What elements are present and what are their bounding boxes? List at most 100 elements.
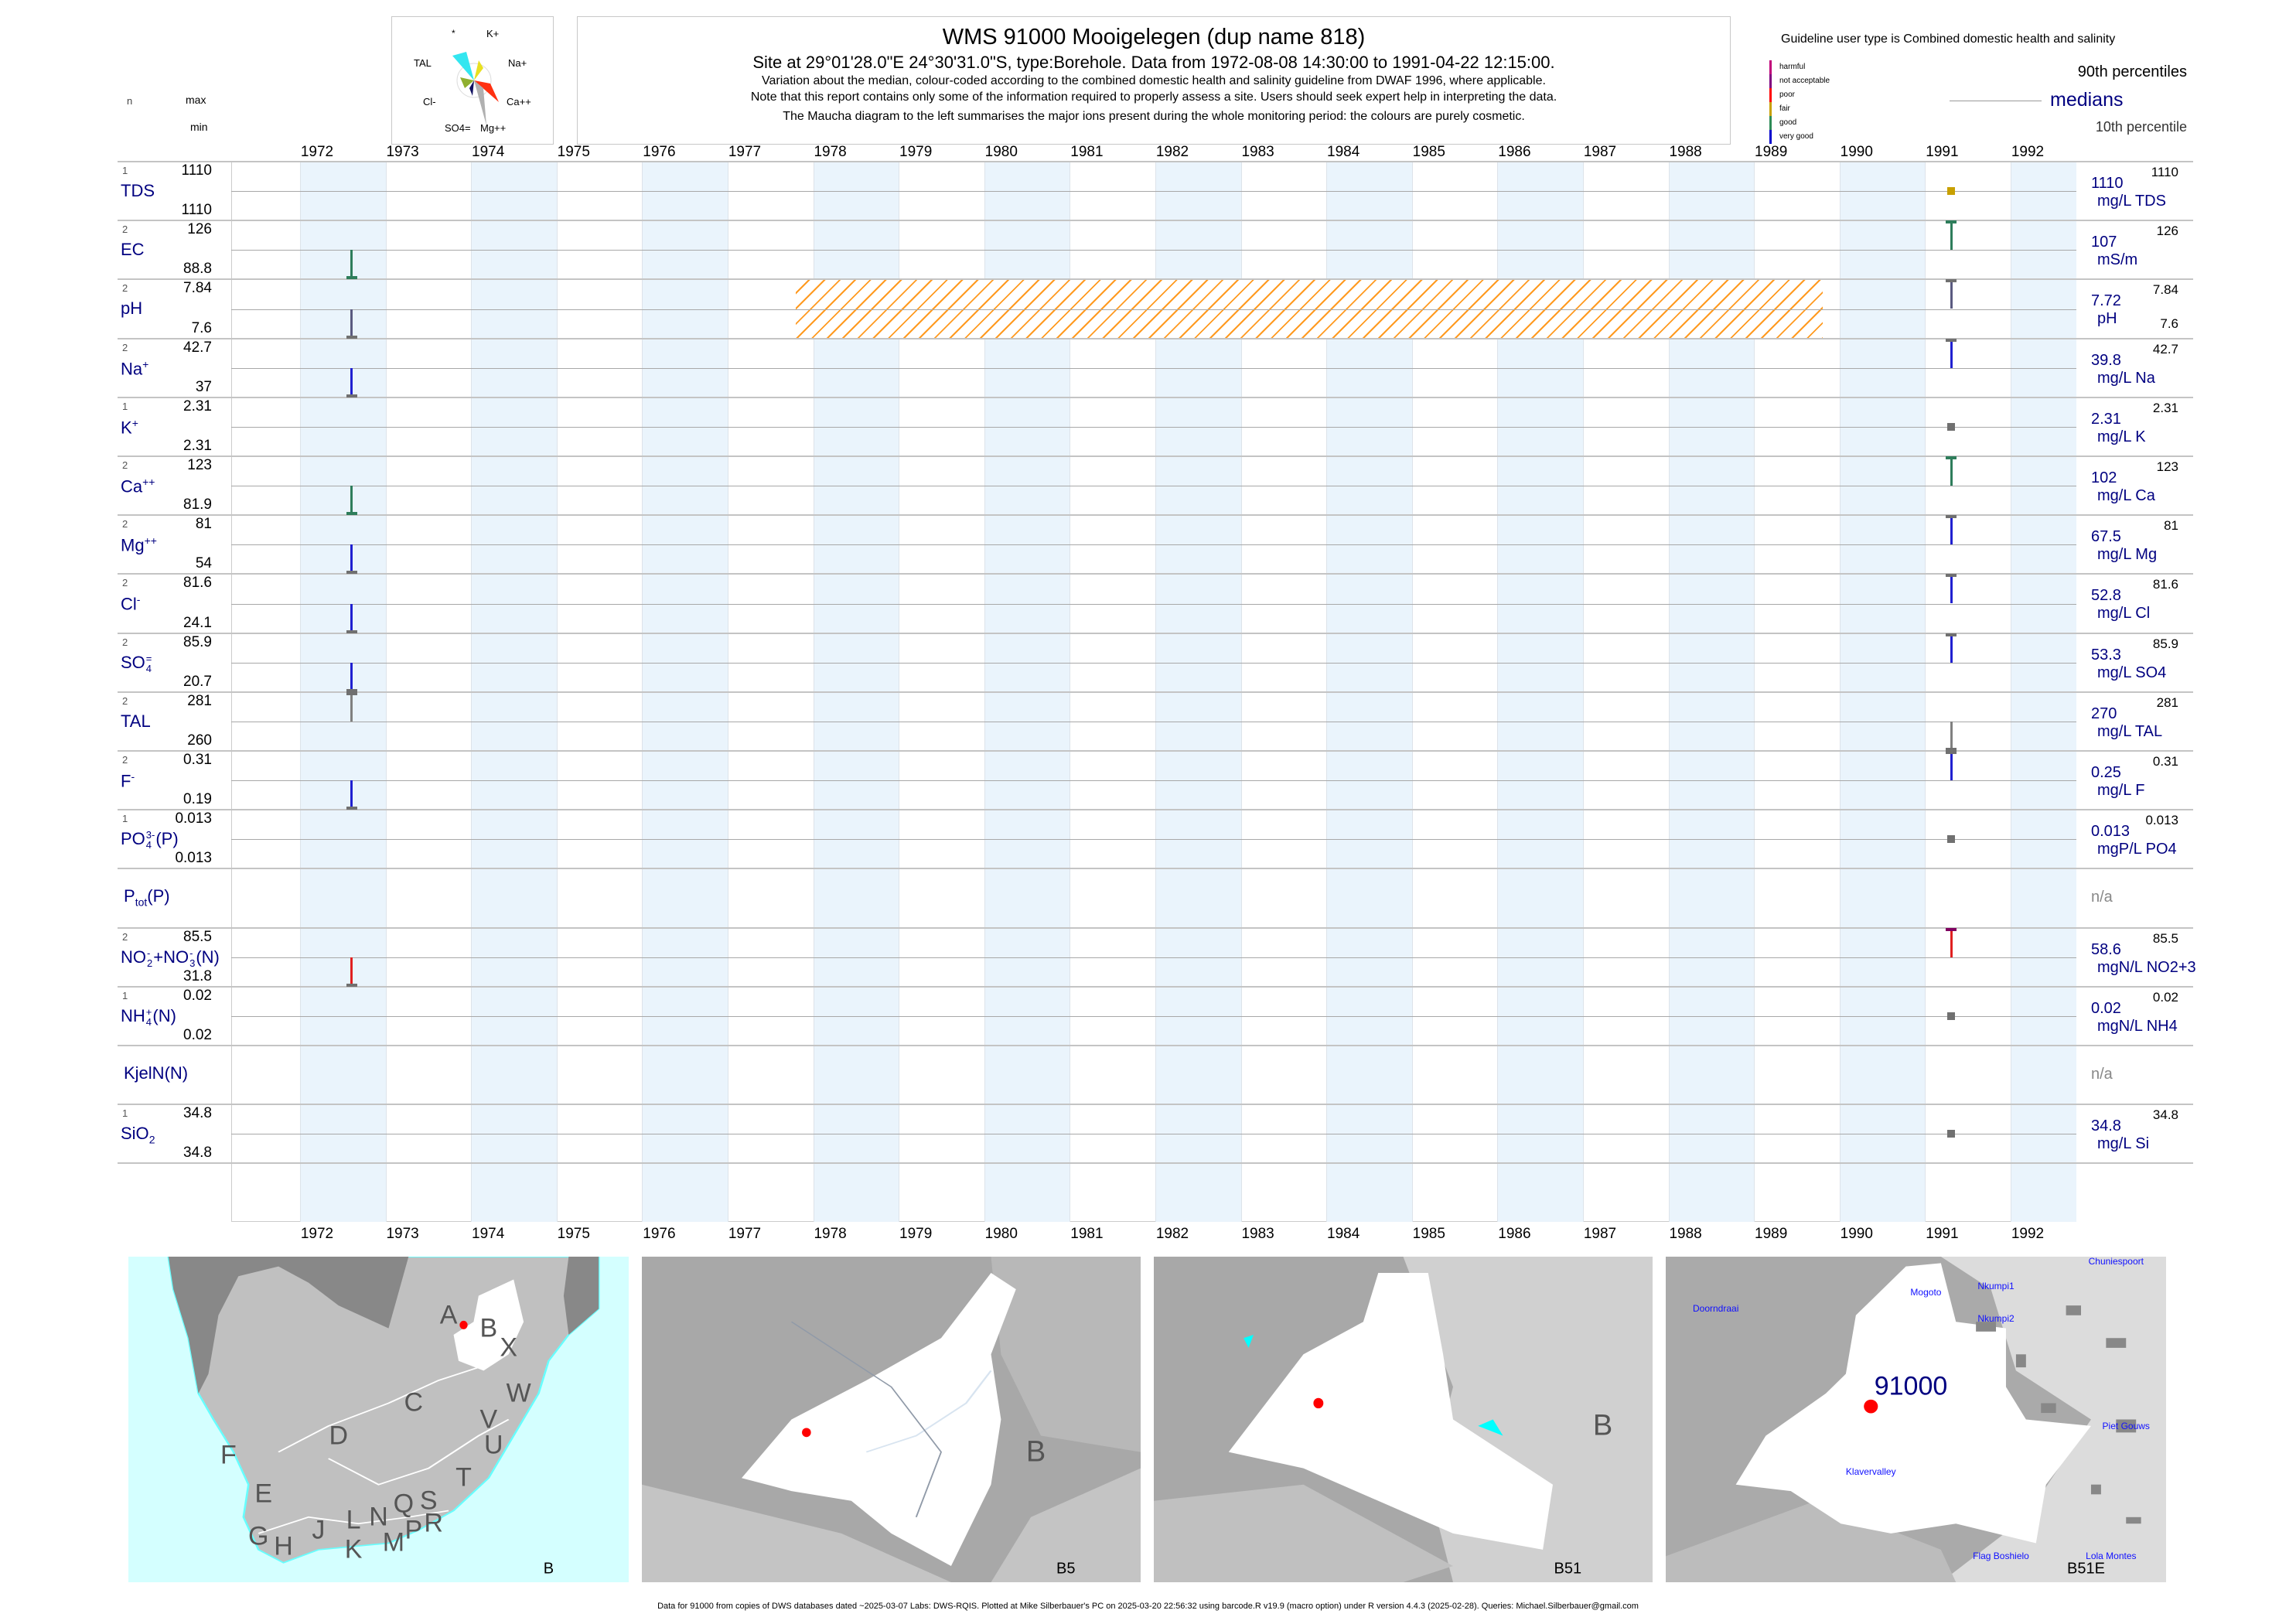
year-label-top: 1973 [386, 144, 419, 160]
row-divider [118, 632, 2193, 634]
year-label-bottom: 1982 [1155, 1226, 1189, 1242]
data-point-cap [1946, 220, 1957, 224]
parameter-label: PO 3- 4 (P) [121, 829, 179, 850]
year-label-bottom: 1972 [300, 1226, 334, 1242]
p90-value: 34.8 [2152, 1107, 2178, 1123]
year-label-top: 1975 [557, 144, 590, 160]
min-value: 0.02 [183, 1027, 212, 1043]
row-divider [118, 1162, 2193, 1165]
data-range-line [350, 309, 353, 339]
region-letter: B [1025, 1435, 1046, 1469]
year-label-top: 1988 [1669, 144, 1702, 160]
maucha-cl [460, 77, 474, 88]
row-divider [118, 1045, 2193, 1046]
unit-label: mS/m [2097, 251, 2138, 269]
map-shapes [642, 1257, 1141, 1582]
year-label-bottom: 1976 [643, 1226, 676, 1242]
data-range-line [350, 367, 353, 397]
median-value: 58.6 [2091, 940, 2121, 958]
year-label-top: 1983 [1241, 144, 1274, 160]
year-label-bottom: 1979 [899, 1226, 933, 1242]
map-panel-b51e: Doorndraai Mogoto Nkumpi1 Nkumpi2 Chunie… [1666, 1257, 2166, 1582]
label-part: TDS [121, 181, 155, 200]
p90-value: 85.5 [2152, 930, 2178, 946]
data-point-cap [1946, 338, 1957, 342]
p90-value: 123 [2156, 459, 2178, 474]
data-range-line [1950, 574, 1953, 604]
year-label-bottom: 1992 [2011, 1226, 2045, 1242]
row-divider [118, 926, 2193, 929]
label-part: - [131, 770, 135, 783]
median-value: 39.8 [2091, 351, 2121, 369]
legend-10th: 10th percentile [2095, 119, 2187, 135]
median-value: 2.31 [2091, 410, 2121, 428]
median-line [231, 309, 2076, 310]
guideline-color-swatch [1769, 102, 1772, 116]
data-point-cap [346, 983, 357, 987]
data-point-cap [1946, 279, 1957, 283]
title-box: WMS 91000 Mooigelegen (dup name 818) Sit… [577, 16, 1731, 145]
data-range-line [1950, 338, 1953, 368]
year-label-bottom: 1986 [1498, 1226, 1531, 1242]
region-letter: G [247, 1521, 269, 1551]
label-part: F [121, 771, 131, 791]
median-value: 107 [2091, 234, 2117, 251]
region-letter: K [344, 1534, 363, 1564]
unit-label: mgN/L NH4 [2097, 1017, 2178, 1035]
row-divider [118, 868, 2193, 870]
data-point-cap [1946, 515, 1957, 519]
unit-label: mg/L TDS [2097, 193, 2166, 210]
guideline-title: Guideline user type is Combined domestic… [1781, 32, 2116, 46]
p90-value: 2.31 [2152, 400, 2178, 415]
map-label: B5 [1056, 1560, 1076, 1578]
guideline-color-swatch [1769, 116, 1772, 130]
p90-value: 42.7 [2152, 341, 2178, 357]
min-value: 2.31 [183, 438, 212, 454]
median-value: 0.25 [2091, 764, 2121, 781]
region-letter: C [404, 1387, 424, 1418]
data-range-line [1950, 633, 1953, 663]
row-divider [118, 161, 2193, 162]
unit-label: mg/L Na [2097, 369, 2155, 387]
data-point-cap [346, 807, 357, 810]
parameter-label: Ptot(P) [124, 886, 170, 908]
row-divider [118, 809, 2193, 811]
unit-label: mg/L Cl [2097, 605, 2151, 623]
maucha-label: Mg++ [480, 122, 507, 134]
place-label: Piet Gouws [2102, 1420, 2150, 1431]
min-value: 0.013 [175, 850, 212, 867]
guideline-class-label: poor [1779, 90, 1796, 99]
label-superscript: + [145, 1005, 152, 1018]
max-value: 0.013 [175, 810, 212, 827]
parameter-label: EC [121, 240, 145, 260]
label-part: 2 [148, 1133, 155, 1146]
unit-label: pH [2097, 310, 2117, 328]
sample-count: 1 [122, 989, 128, 1001]
region-letter: V [479, 1404, 498, 1434]
unit-label: mg/L TAL [2097, 722, 2163, 740]
data-point [1947, 187, 1956, 196]
sample-count: 1 [122, 400, 128, 412]
min-value: 1110 [181, 202, 212, 219]
note-variation: Variation about the median, colour-coded… [762, 74, 1546, 87]
row-divider [118, 750, 2193, 752]
note-disclaimer: Note that this report contains only some… [750, 90, 1557, 104]
guideline-color-swatch [1769, 60, 1772, 74]
label-part: Na [121, 358, 143, 378]
map-label: B51E [2067, 1560, 2105, 1578]
unit-label: mgN/L NO2+3 [2097, 958, 2196, 976]
maucha-so4 [469, 80, 474, 96]
data-point-cap [1946, 751, 1957, 754]
guideline-class-label: good [1779, 118, 1797, 127]
max-value: 34.8 [183, 1105, 212, 1122]
year-label-top: 1984 [1327, 144, 1360, 160]
year-label-bottom: 1975 [557, 1226, 590, 1242]
min-value: 260 [187, 732, 212, 749]
year-label-top: 1980 [984, 144, 1018, 160]
label-part: +4 [146, 1007, 152, 1027]
max-value: 2.31 [183, 397, 212, 415]
guideline-color-swatch [1769, 88, 1772, 102]
map-label: B51 [1554, 1560, 1582, 1578]
page-title: WMS 91000 Mooigelegen (dup name 818) [942, 25, 1366, 49]
parameter-label: NH +4 (N) [121, 1006, 176, 1027]
